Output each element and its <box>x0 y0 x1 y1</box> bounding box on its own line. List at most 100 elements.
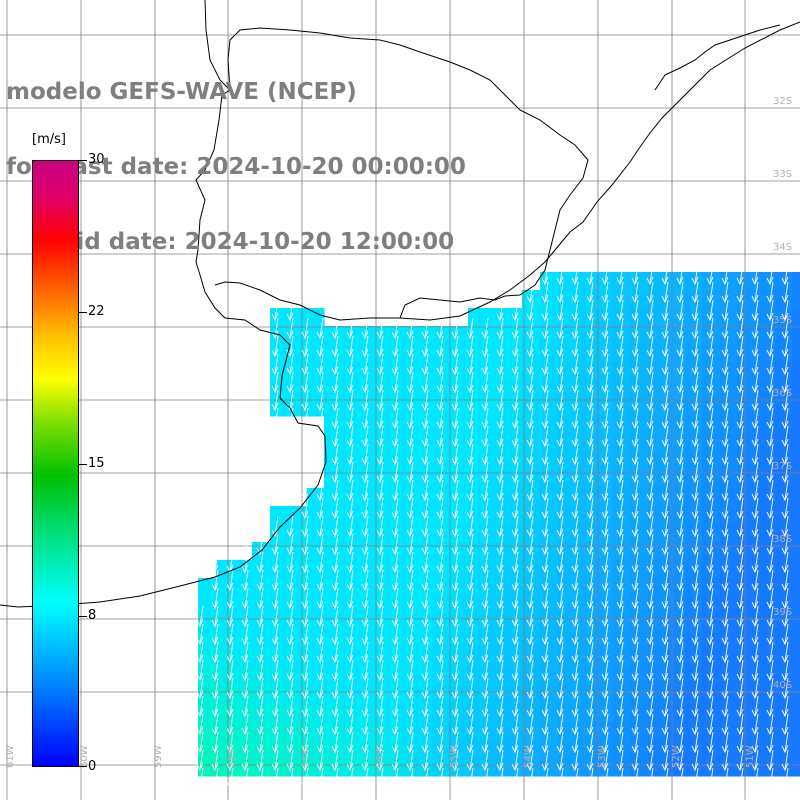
wind-arrow <box>766 587 774 610</box>
wind-arrow <box>496 335 504 358</box>
wind-speed-cell <box>720 542 739 561</box>
wind-arrow <box>481 533 489 556</box>
wind-arrow <box>706 641 714 664</box>
wind-speed-cell <box>360 452 379 471</box>
wind-arrow <box>631 353 639 376</box>
wind-arrow <box>406 659 414 682</box>
wind-speed-cell <box>360 758 379 777</box>
wind-arrow <box>526 569 534 592</box>
wind-arrow <box>571 695 579 718</box>
wind-arrow <box>541 335 549 358</box>
wind-speed-cell <box>450 524 469 543</box>
wind-speed-cell <box>576 308 595 327</box>
wind-speed-cell <box>396 704 415 723</box>
wind-arrow <box>376 407 384 430</box>
wind-speed-cell <box>630 506 649 525</box>
wind-speed-cell <box>576 650 595 669</box>
wind-speed-cell <box>360 524 379 543</box>
wind-speed-cell <box>756 398 775 417</box>
wind-arrow <box>436 695 444 718</box>
wind-arrow <box>421 641 429 664</box>
wind-arrow <box>541 659 549 682</box>
wind-speed-cell <box>792 290 800 309</box>
wind-arrow <box>376 713 384 736</box>
wind-arrow <box>616 425 624 448</box>
wind-arrow <box>481 371 489 394</box>
wind-arrow <box>346 425 354 448</box>
wind-arrow <box>331 605 339 628</box>
wind-arrow <box>631 335 639 358</box>
wind-speed-cell <box>306 596 325 615</box>
wind-arrow <box>511 371 519 394</box>
wind-speed-cell <box>306 578 325 597</box>
wind-speed-cell <box>756 524 775 543</box>
wind-arrow <box>271 299 279 322</box>
wind-arrow <box>481 713 489 736</box>
wind-speed-cell <box>576 758 595 777</box>
wind-arrow <box>436 749 444 772</box>
wind-arrow <box>301 335 309 358</box>
wind-arrow <box>316 353 324 376</box>
wind-arrow <box>391 605 399 628</box>
wind-arrow <box>436 677 444 700</box>
wind-arrow <box>781 407 789 430</box>
wind-arrow <box>706 353 714 376</box>
wind-arrow <box>286 695 294 718</box>
wind-arrow <box>361 695 369 718</box>
wind-arrow <box>511 587 519 610</box>
wind-arrow <box>421 587 429 610</box>
wind-speed-cell <box>396 434 415 453</box>
wind-speed-cell <box>396 668 415 687</box>
wind-arrow <box>541 569 549 592</box>
wind-speed-cell <box>396 560 415 579</box>
wind-arrow <box>571 659 579 682</box>
coastline-path-north <box>214 21 800 321</box>
wind-arrow <box>316 677 324 700</box>
wind-speed-cell <box>540 650 559 669</box>
wind-speed-cell <box>396 524 415 543</box>
wind-speed-cell <box>720 686 739 705</box>
wind-arrow <box>541 605 549 628</box>
wind-speed-cell <box>540 542 559 561</box>
wind-arrow <box>481 407 489 430</box>
wind-arrow <box>466 569 474 592</box>
wind-speed-cell <box>450 326 469 345</box>
wind-arrow <box>646 677 654 700</box>
wind-arrow <box>616 533 624 556</box>
wind-speed-cell <box>756 488 775 507</box>
wind-speed-cell <box>540 758 559 777</box>
wind-arrow <box>346 335 354 358</box>
wind-arrow <box>631 677 639 700</box>
wind-arrow <box>541 479 549 502</box>
wind-arrow <box>391 515 399 538</box>
wind-speed-cell <box>486 488 505 507</box>
wind-arrow <box>361 659 369 682</box>
wind-arrow <box>601 569 609 592</box>
wind-speed-cell <box>666 758 685 777</box>
wind-arrow <box>676 713 684 736</box>
wind-arrow <box>721 569 729 592</box>
wind-arrow <box>436 533 444 556</box>
wind-arrow <box>601 425 609 448</box>
wind-arrow <box>316 767 324 790</box>
wind-arrow <box>466 749 474 772</box>
wind-arrow <box>436 623 444 646</box>
wind-arrow <box>346 407 354 430</box>
wind-arrow <box>556 641 564 664</box>
wind-arrow <box>766 371 774 394</box>
wind-arrow <box>376 371 384 394</box>
wind-speed-cell <box>720 272 739 291</box>
wind-arrow <box>451 425 459 448</box>
wind-speed-cell <box>630 740 649 759</box>
wind-arrow <box>301 515 309 538</box>
wind-arrow <box>631 425 639 448</box>
wind-arrow <box>751 371 759 394</box>
wind-arrow <box>241 623 249 646</box>
wind-arrow <box>436 407 444 430</box>
wind-speed-cell <box>396 758 415 777</box>
wind-speed-cell <box>450 434 469 453</box>
wind-arrow <box>556 263 564 286</box>
colorbar-label-8: 8 <box>88 608 97 623</box>
wind-arrow <box>646 425 654 448</box>
wind-arrow <box>781 605 789 628</box>
